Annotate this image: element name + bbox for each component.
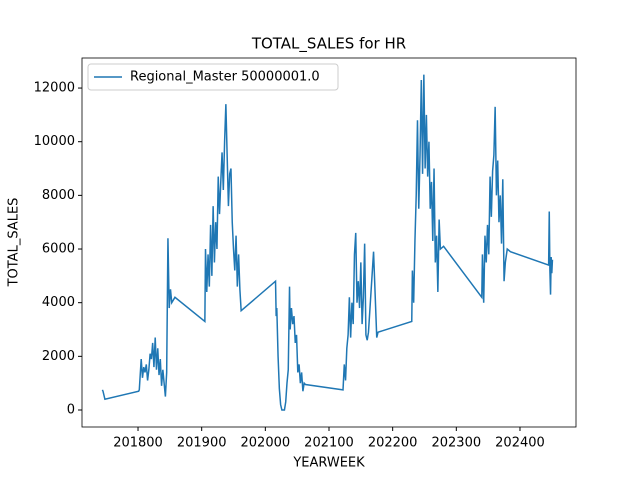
x-tick-label: 202000	[241, 436, 291, 451]
y-tick-label: 4000	[42, 295, 75, 310]
y-tick-label: 0	[67, 402, 75, 417]
y-tick-label: 8000	[42, 188, 75, 203]
x-tick-label: 201800	[113, 436, 163, 451]
x-tick-label: 202200	[368, 436, 418, 451]
y-tick-label: 12000	[34, 81, 75, 96]
x-tick-label: 202100	[304, 436, 354, 451]
legend-label: Regional_Master 50000001.0	[130, 70, 320, 85]
legend-box	[87, 63, 339, 91]
y-tick-label: 6000	[42, 242, 75, 257]
y-tick-label: 10000	[34, 134, 75, 149]
y-tick-label: 2000	[42, 349, 75, 364]
x-tick-label: 201900	[177, 436, 227, 451]
x-axis-label: YEARWEEK	[292, 456, 365, 471]
y-axis-label: TOTAL_SALES	[7, 198, 22, 288]
chart-title: TOTAL_SALES for HR	[251, 35, 406, 54]
x-tick-label: 202300	[431, 436, 481, 451]
x-tick-label: 202400	[495, 436, 545, 451]
plot-frame	[81, 57, 577, 428]
series-line	[101, 74, 554, 411]
